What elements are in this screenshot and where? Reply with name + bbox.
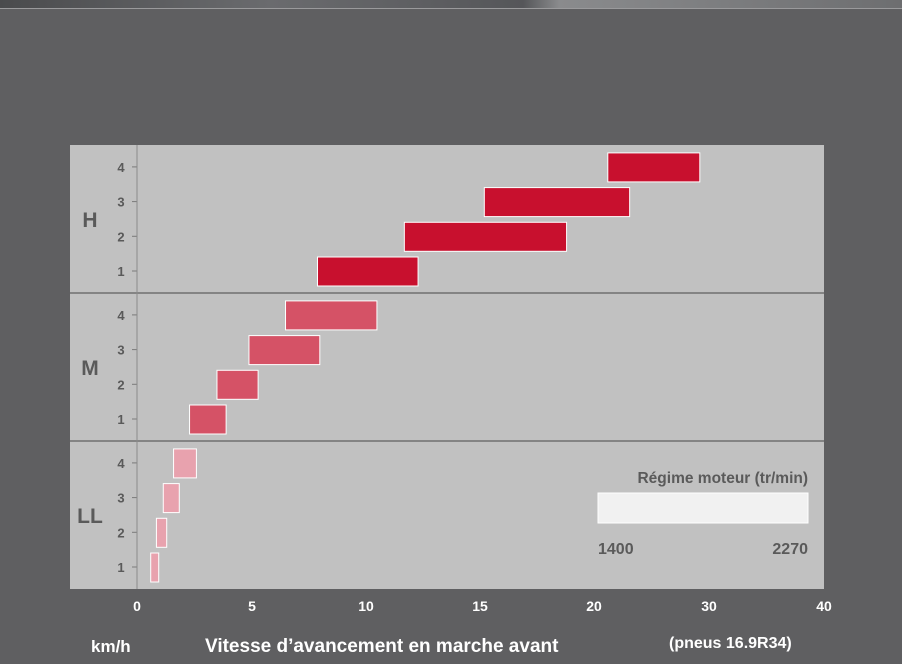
speed-bar-m-1 bbox=[189, 404, 227, 435]
speed-bar-ll-4 bbox=[173, 448, 197, 479]
legend-max-label: 2270 bbox=[772, 541, 808, 558]
x-tick-label-0: 0 bbox=[133, 598, 141, 614]
speed-bar-ll-3 bbox=[162, 483, 180, 514]
gear-label-h-4: 4 bbox=[117, 160, 125, 175]
group-label-h: H bbox=[82, 209, 97, 232]
speed-bar-h-1 bbox=[317, 256, 419, 287]
x-axis-unit: km/h bbox=[91, 637, 131, 656]
speed-bar-m-2 bbox=[216, 369, 259, 400]
legend-swatch bbox=[597, 492, 809, 524]
header-divider bbox=[0, 8, 902, 9]
x-tick-label-30: 30 bbox=[701, 598, 717, 614]
gear-label-h-1: 1 bbox=[117, 264, 124, 279]
speed-bar-h-2 bbox=[403, 221, 568, 252]
speed-bar-h-4 bbox=[607, 152, 701, 183]
x-tick-label-10: 10 bbox=[358, 598, 374, 614]
bars-layer bbox=[70, 145, 824, 589]
speed-bar-m-4 bbox=[285, 300, 378, 331]
gear-label-m-3: 3 bbox=[117, 343, 124, 358]
gear-label-ll-2: 2 bbox=[117, 525, 124, 540]
gear-label-h-3: 3 bbox=[117, 195, 124, 210]
gear-label-m-1: 1 bbox=[117, 412, 124, 427]
speed-bar-m-3 bbox=[248, 335, 321, 366]
gear-label-h-2: 2 bbox=[117, 229, 124, 244]
x-tick-label-40: 40 bbox=[816, 598, 832, 614]
legend-min-label: 1400 bbox=[598, 541, 634, 558]
group-label-m: M bbox=[81, 357, 99, 380]
gear-label-m-4: 4 bbox=[117, 308, 125, 323]
group-label-ll: LL bbox=[77, 505, 103, 528]
x-tick-label-5: 5 bbox=[248, 598, 256, 614]
speed-bar-ll-1 bbox=[150, 552, 160, 583]
gear-label-ll-1: 1 bbox=[117, 560, 124, 575]
x-tick-label-20: 20 bbox=[586, 598, 602, 614]
gear-label-ll-3: 3 bbox=[117, 491, 124, 506]
x-axis-note: (pneus 16.9R34) bbox=[669, 635, 792, 652]
gear-label-ll-4: 4 bbox=[117, 456, 125, 471]
header-photo-strip bbox=[0, 0, 902, 9]
x-axis-title: Vitesse d’avancement en marche avant bbox=[205, 636, 559, 657]
x-tick-label-15: 15 bbox=[472, 598, 488, 614]
speed-bar-h-3 bbox=[483, 187, 631, 218]
gear-label-m-2: 2 bbox=[117, 377, 124, 392]
speed-bar-ll-2 bbox=[155, 517, 168, 548]
legend-title: Régime moteur (tr/min) bbox=[637, 470, 808, 487]
